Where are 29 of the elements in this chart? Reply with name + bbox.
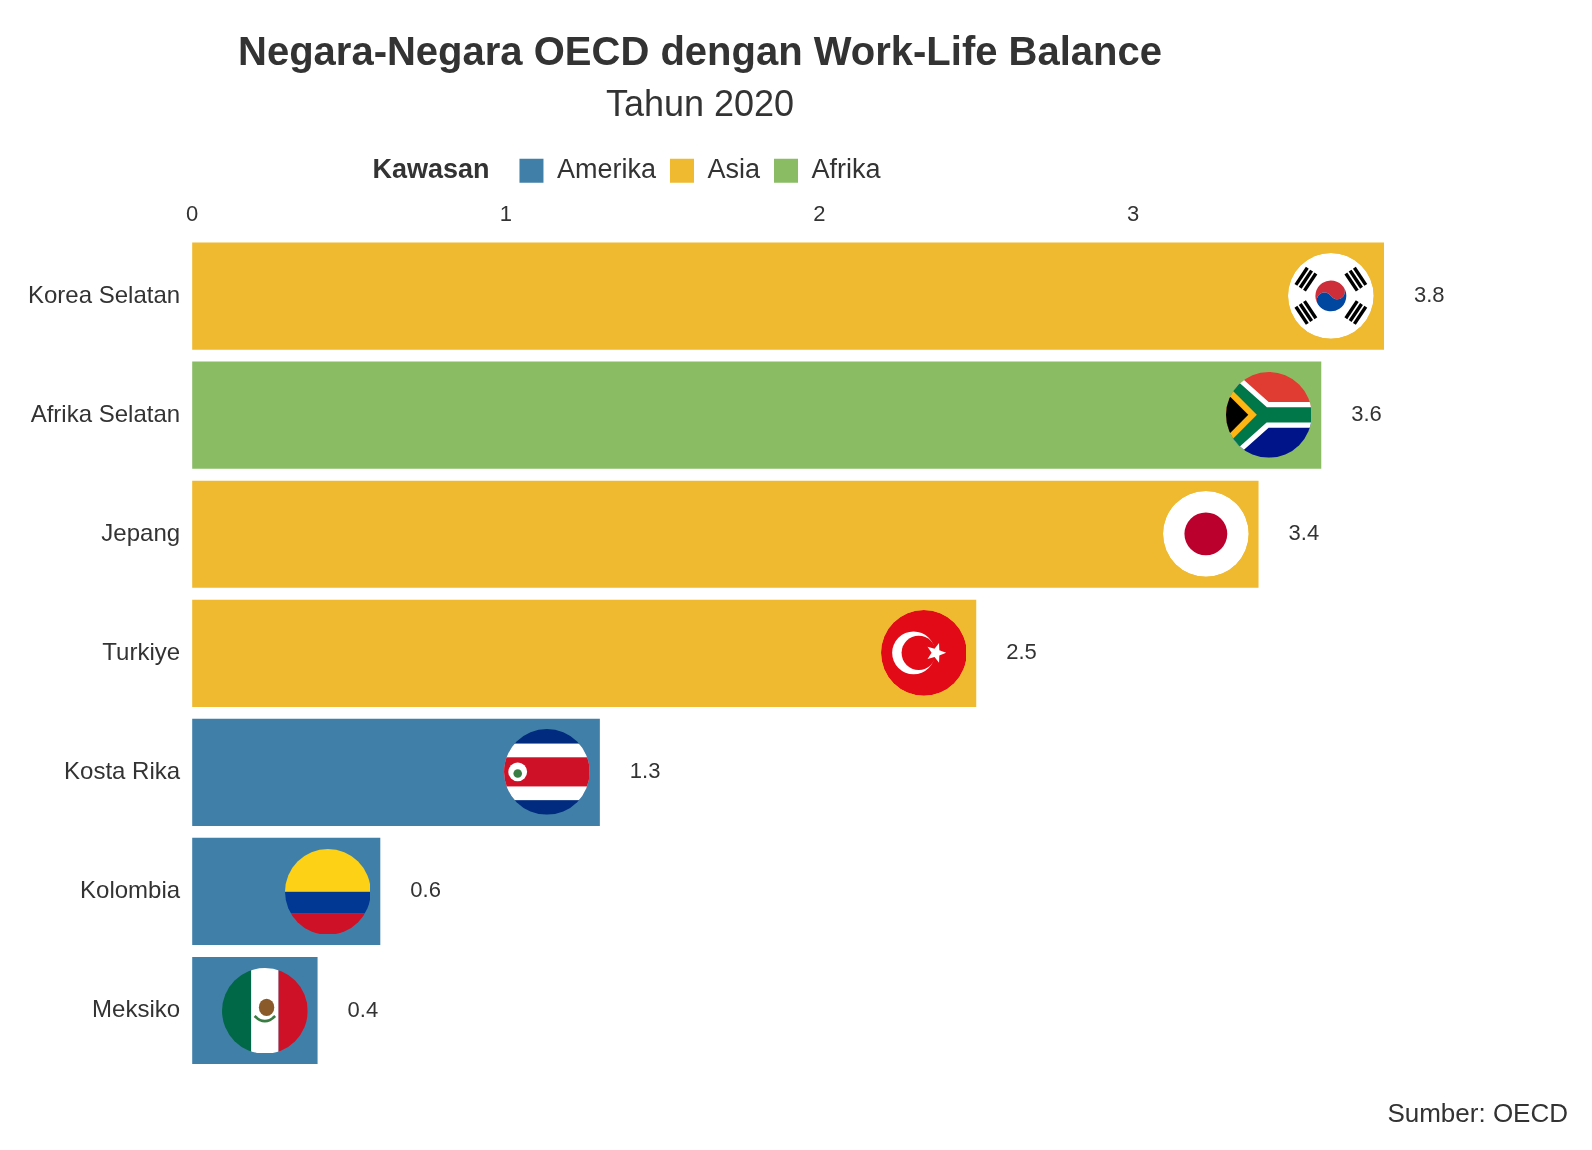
chart-subtitle: Tahun 2020 xyxy=(605,82,795,124)
data-label: 1.3 xyxy=(629,758,661,784)
legend-title: Kawasan xyxy=(372,154,490,185)
data-label: 3.6 xyxy=(1351,401,1382,427)
legend-label: Afrika xyxy=(811,154,882,185)
y-tick-label: Jepang xyxy=(101,518,181,546)
bar xyxy=(192,361,1322,469)
x-tick-label: 1 xyxy=(499,201,512,227)
y-tick-label: Kosta Rika xyxy=(64,756,181,784)
text: Sumber: OECD xyxy=(1387,1098,1568,1129)
bar xyxy=(192,480,1259,588)
y-tick-label: Turkiye xyxy=(102,637,181,665)
bar xyxy=(192,599,977,707)
legend-label: Asia xyxy=(707,154,761,185)
data-label: 0.4 xyxy=(347,996,379,1022)
legend-label: Amerika xyxy=(556,154,657,185)
x-tick-label: 0 xyxy=(185,201,199,227)
bar xyxy=(192,242,1384,350)
data-label: 2.5 xyxy=(1006,639,1037,665)
data-label: 3.8 xyxy=(1414,282,1445,308)
x-tick-label: 3 xyxy=(1126,201,1140,227)
y-tick-label: Kolombia xyxy=(80,876,181,904)
y-tick-label: Afrika Selatan xyxy=(30,399,181,427)
data-label: 3.4 xyxy=(1288,520,1320,546)
x-tick-label: 2 xyxy=(813,201,826,227)
chart-title: Negara-Negara OECD dengan Work-Life Balance xyxy=(238,29,1162,74)
y-tick-label: Korea Selatan xyxy=(28,280,181,308)
data-label: 0.6 xyxy=(410,877,441,903)
y-tick-label: Meksiko xyxy=(92,995,181,1023)
